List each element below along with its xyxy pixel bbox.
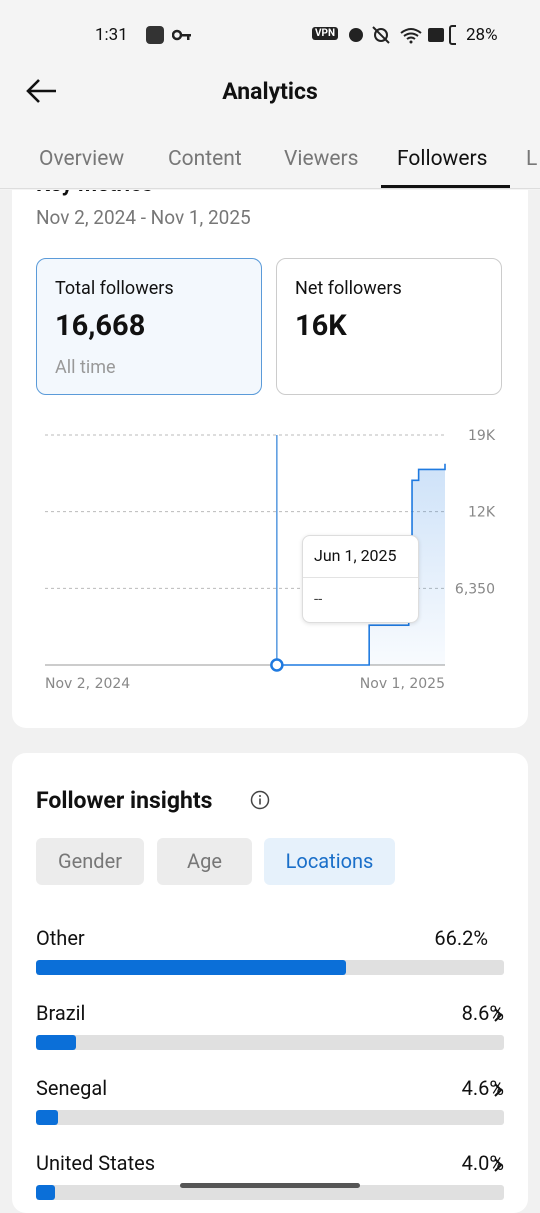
home-indicator (180, 1183, 360, 1188)
chevron-path (494, 1083, 503, 1097)
tab[interactable]: Content (168, 147, 242, 171)
bar-track (36, 1035, 504, 1050)
tooltip-value: -- (314, 590, 323, 608)
area (276, 463, 445, 665)
tooltip-date: Jun 1, 2025 (314, 546, 397, 565)
location-name: Other (36, 926, 85, 950)
x-tick-label: Nov 1, 2025 (360, 676, 445, 692)
location-value: 4.0% (461, 1151, 504, 1175)
metric-note: All time (55, 357, 116, 378)
y-tick-label: 6,350 (455, 581, 495, 597)
metric-label: Net followers (295, 278, 402, 299)
bar (36, 1185, 55, 1200)
metric-label: Total followers (55, 278, 174, 299)
info-icon[interactable] (250, 790, 270, 810)
bar-track (36, 1110, 504, 1125)
x-tick-label: Nov 2, 2024 (45, 676, 130, 692)
page-title: Analytics (222, 78, 318, 105)
metric-value: 16K (295, 309, 347, 343)
chevron-path (494, 1158, 503, 1172)
status-icons (349, 25, 456, 45)
back-button[interactable] (24, 76, 60, 106)
location-name: United States (36, 1151, 156, 1175)
chart-tooltip: Jun 1, 2025 -- (302, 535, 419, 623)
location-value: 66.2% (434, 926, 488, 950)
bar (36, 1035, 77, 1050)
filter-chip[interactable]: Gender (36, 838, 144, 885)
point-marker (270, 658, 284, 672)
location-value: 8.6% (461, 1001, 504, 1025)
metric-card[interactable]: Net followers 16K (276, 258, 502, 395)
bar (36, 960, 346, 975)
bar (36, 1110, 58, 1125)
tooltip-divider (303, 577, 418, 578)
location-name: Brazil (36, 1001, 86, 1025)
bar-track (36, 1185, 504, 1200)
chevron[interactable] (492, 1006, 504, 1024)
metric-card[interactable]: Total followers 16,668 All time (36, 258, 262, 395)
y-tick-label: 19K (468, 428, 496, 444)
app-header: 1:31 VPN 28% Analytics Overview Content Vi… (0, 0, 540, 190)
tab[interactable]: L (526, 147, 538, 171)
app-icon (146, 26, 164, 44)
key-icon (172, 29, 191, 41)
insights-title: Follower insights (36, 787, 213, 814)
tab[interactable]: Followers (397, 147, 488, 171)
chevron-path (494, 1008, 503, 1022)
chevron[interactable] (492, 1156, 504, 1174)
chevron[interactable] (492, 1081, 504, 1099)
metric-value: 16,668 (55, 309, 146, 343)
location-name: Senegal (36, 1076, 108, 1100)
date-range: Nov 2, 2024 - Nov 1, 2025 (36, 206, 251, 229)
vpn-badge: VPN (312, 27, 339, 40)
filter-chip[interactable]: Age (157, 838, 252, 885)
followers-chart: 6,350 12K 19K Nov 2, 2024 Nov 1, 2025 (45, 428, 496, 692)
tab-divider (0, 188, 540, 189)
location-value: 4.6% (461, 1076, 504, 1100)
battery-level: 28% (466, 25, 498, 45)
filter-chip[interactable]: Locations (264, 838, 395, 885)
y-tick-label: 12K (468, 505, 496, 521)
bar-track (36, 960, 504, 975)
tab[interactable]: Overview (39, 147, 125, 171)
tab-underline (381, 185, 510, 188)
insights-card (12, 753, 528, 1213)
status-time: 1:31 (95, 25, 128, 45)
tab[interactable]: Viewers (284, 147, 359, 171)
